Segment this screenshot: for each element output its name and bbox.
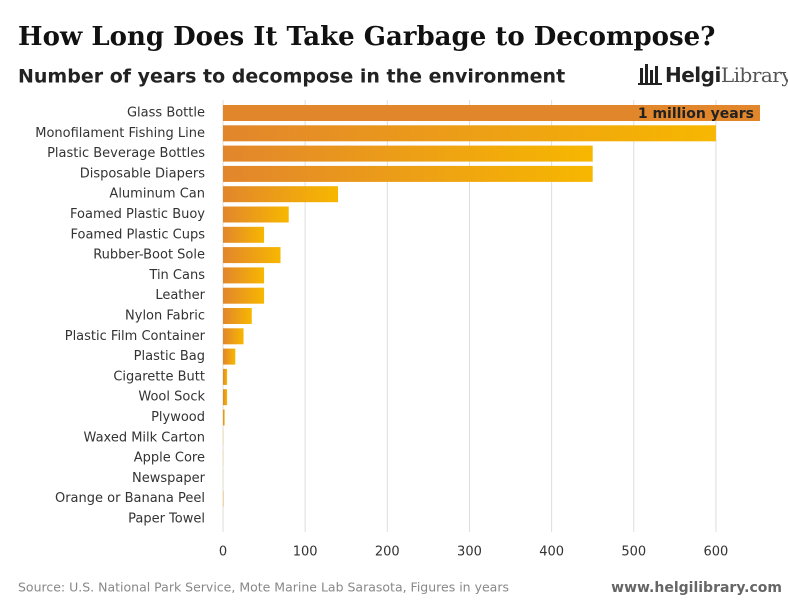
bar [223, 165, 593, 182]
logo-icon [638, 64, 662, 85]
logo-part: Helgi [665, 63, 721, 87]
y-tick-label: Plastic Beverage Bottles [47, 146, 205, 161]
bar [223, 328, 244, 345]
y-tick-label: Aluminum Can [109, 187, 205, 202]
website: www.helgilibrary.com [611, 580, 782, 596]
y-tick-label: Apple Core [134, 451, 205, 466]
y-tick-label: Leather [155, 288, 205, 303]
y-tick-label: Disposable Diapers [80, 166, 206, 181]
logo-part: Library [721, 63, 788, 87]
y-tick-label: Newspaper [132, 471, 206, 486]
bar [223, 389, 228, 406]
bar [223, 368, 228, 385]
x-tick-label: 400 [539, 545, 564, 560]
bar [223, 409, 225, 426]
y-tick-label: Monofilament Fishing Line [35, 126, 205, 141]
bar [223, 267, 265, 284]
bar [223, 206, 289, 223]
bar [223, 287, 265, 304]
y-tick-label: Plastic Bag [134, 349, 205, 364]
bar [223, 226, 265, 243]
chart-subtitle: Number of years to decompose in the envi… [18, 66, 565, 88]
y-tick-label: Plastic Film Container [65, 329, 206, 344]
x-tick-label: 200 [375, 545, 400, 560]
bar [223, 247, 281, 264]
bar [223, 125, 716, 142]
bar [223, 348, 236, 365]
y-tick-label: Foamed Plastic Buoy [70, 207, 205, 222]
x-tick-label: 500 [621, 545, 646, 560]
x-tick-label: 300 [457, 545, 482, 560]
bar [223, 145, 593, 162]
source: Source: U.S. National Park Service, Mote… [18, 580, 509, 595]
y-tick-label: Foamed Plastic Cups [70, 227, 205, 242]
bar [223, 308, 252, 324]
y-tick-label: Plywood [151, 410, 205, 425]
x-tick-label: 0 [219, 545, 227, 560]
logo: HelgiLibrary [665, 63, 788, 87]
y-tick-label: Orange or Banana Peel [55, 491, 205, 506]
y-tick-label: Waxed Milk Carton [84, 430, 205, 445]
bar [223, 105, 760, 121]
y-tick-label: Nylon Fabric [125, 309, 205, 324]
y-tick-label: Paper Towel [128, 512, 205, 527]
y-tick-label: Wool Sock [138, 390, 205, 405]
chart-title: How Long Does It Take Garbage to Decompo… [18, 22, 715, 52]
bar [223, 186, 339, 203]
y-tick-label: Tin Cans [148, 268, 205, 283]
x-tick-label: 100 [293, 545, 318, 560]
y-tick-label: Cigarette Butt [113, 369, 205, 384]
value-label: 1 million years [638, 106, 754, 122]
y-tick-label: Rubber-Boot Sole [93, 248, 205, 263]
y-tick-label: Glass Bottle [127, 106, 205, 121]
x-tick-label: 600 [704, 545, 729, 560]
